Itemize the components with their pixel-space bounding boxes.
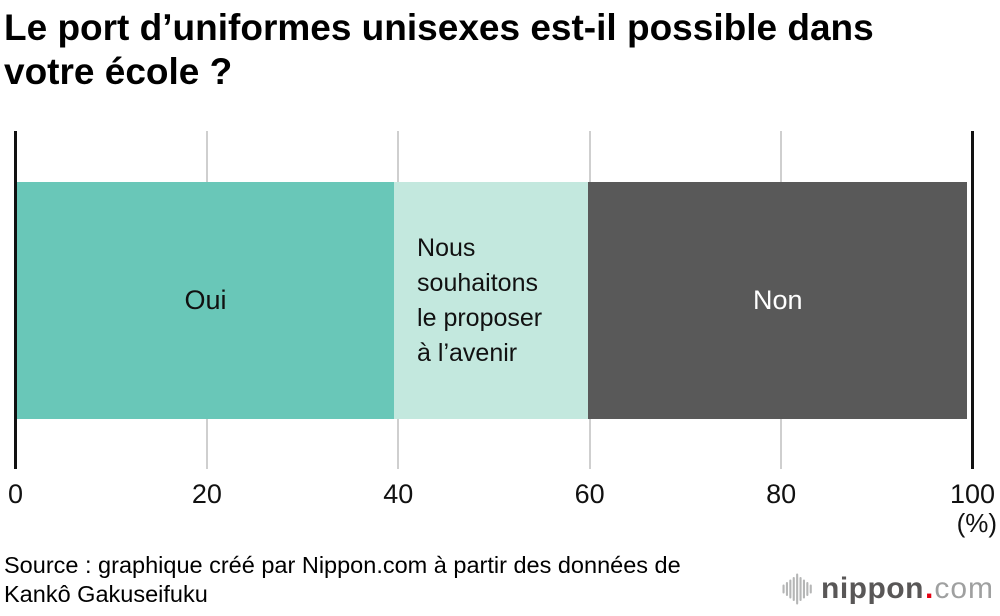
x-tick-label: 40 [383,479,414,509]
bar-segment-oui: Oui [17,182,395,419]
source-line-1: Source : graphique créé par Nippon.com à… [4,552,681,578]
bar-segment-avenir: Nous souhaitons le proposer à l’avenir [394,182,589,419]
title-line-2: votre école ? [4,51,233,92]
bar-segment-non: Non [588,182,968,419]
segment-label-oui: Oui [184,285,227,315]
title-line-1: Le port d’uniformes unisexes est-il poss… [4,7,874,48]
source-line-2: Kankô Gakuseifuku [4,581,208,607]
segment-label-non: Non [753,285,803,315]
source-note: Source : graphique créé par Nippon.com à… [4,551,681,609]
segment-label-avenir: Nous souhaitons le proposer à l’avenir [417,231,542,371]
axis-unit-label: (%) [956,508,997,538]
segment-label-avenir-line2: souhaitons [417,268,538,297]
x-tick-label: 60 [574,479,605,509]
x-tick-label: 100 [949,479,996,509]
logo-dot: . [924,572,934,605]
page-title: Le port d’uniformes unisexes est-il poss… [4,6,964,94]
segment-label-avenir-line1: Nous [417,233,476,262]
segment-label-avenir-line3: le proposer [417,303,543,332]
x-tick-label: 20 [191,479,222,509]
nippon-logo: nippon . com [782,570,994,608]
logo-tld: com [934,572,994,605]
x-tick-label: 80 [766,479,797,509]
logo-name: nippon [821,572,924,605]
x-tick-label: 0 [7,479,24,509]
axis-line-100 [971,131,974,469]
segment-label-avenir-line4: à l’avenir [417,338,518,367]
axis-line-0 [14,131,17,469]
waveform-icon [782,573,812,605]
